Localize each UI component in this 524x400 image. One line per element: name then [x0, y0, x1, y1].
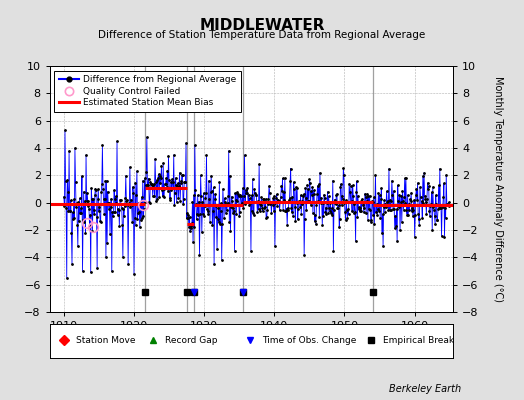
Text: Empirical Break: Empirical Break [383, 336, 454, 345]
Y-axis label: Monthly Temperature Anomaly Difference (°C): Monthly Temperature Anomaly Difference (… [493, 76, 503, 302]
Text: Time of Obs. Change: Time of Obs. Change [261, 336, 356, 345]
Text: Station Move: Station Move [76, 336, 136, 345]
Legend: Difference from Regional Average, Quality Control Failed, Estimated Station Mean: Difference from Regional Average, Qualit… [54, 70, 241, 112]
Text: Difference of Station Temperature Data from Regional Average: Difference of Station Temperature Data f… [99, 30, 425, 40]
Text: Record Gap: Record Gap [165, 336, 217, 345]
Text: MIDDLEWATER: MIDDLEWATER [199, 18, 325, 33]
Text: Berkeley Earth: Berkeley Earth [389, 384, 461, 394]
